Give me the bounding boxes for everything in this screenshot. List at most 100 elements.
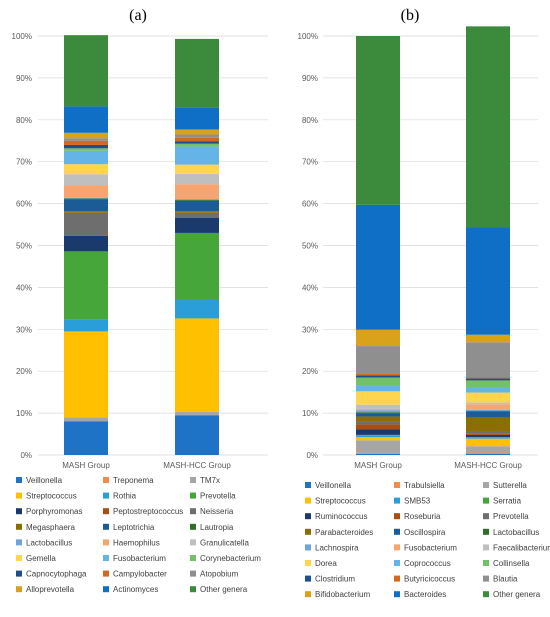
bar-segment [466, 438, 510, 447]
bar-segment [175, 129, 219, 135]
y-tick-label: 0% [306, 451, 318, 460]
y-tick-label: 30% [16, 325, 32, 334]
bar-segment [466, 411, 510, 412]
legend-label: TM7x [200, 476, 220, 485]
legend-label: Faecalibacterium [493, 543, 550, 552]
legend-swatch [394, 560, 400, 566]
bar-segment [356, 440, 400, 453]
bar-segment [64, 174, 108, 186]
bar-segment [64, 106, 108, 133]
legend-swatch [16, 508, 22, 515]
y-tick-label: 40% [16, 283, 32, 292]
bar-segment [175, 184, 219, 199]
bar-segment [64, 164, 108, 175]
legend-label: Ruminococcus [315, 512, 367, 521]
bar-segment [356, 346, 400, 374]
legend-label: Collinsella [493, 559, 530, 568]
legend-label: Porphyromonas [26, 507, 82, 516]
legend-label: Serratia [493, 497, 522, 506]
bar-segment [64, 198, 108, 200]
legend-swatch [16, 586, 22, 593]
panel-label-b: (b) [401, 7, 420, 24]
y-tick-label: 90% [16, 74, 32, 83]
bar-segment [64, 417, 108, 422]
bar-segment [466, 452, 510, 454]
legend-swatch [305, 513, 311, 520]
legend-label: Treponema [113, 476, 154, 485]
bar-segment [466, 446, 510, 453]
bar-segment [356, 410, 400, 413]
legend-a: Veillonella Treponema TM7x Streptococcus Rot… [16, 476, 261, 594]
bar-segment [356, 204, 400, 330]
legend-swatch [483, 497, 489, 504]
legend-swatch [305, 482, 311, 488]
bar-segment [356, 416, 400, 422]
legend-swatch [190, 477, 196, 483]
legend-swatch [483, 544, 489, 551]
bar-segment [175, 411, 219, 416]
y-tick-label: 0% [20, 451, 32, 460]
legend-label: Rothia [113, 492, 137, 501]
bar-segment [466, 377, 510, 379]
legend-label: Neisseria [200, 507, 234, 516]
bar-segment [64, 319, 108, 332]
legend-swatch [394, 482, 400, 488]
legend-b: Veillonella Trabulsiella Sutterella Strepto… [305, 481, 550, 599]
bar-segment [356, 375, 400, 378]
bar-segment [356, 385, 400, 392]
legend-label: SMB53 [404, 497, 431, 506]
legend-label: Oscillospira [404, 528, 446, 537]
bar-segment [64, 199, 108, 212]
legend-label: Granulicatella [200, 538, 249, 547]
bar-segment [356, 429, 400, 435]
legend-swatch [190, 508, 196, 515]
legend-label: Capnocytophaga [26, 570, 87, 579]
legend-label: Lautropia [200, 523, 234, 532]
legend-label: Campylobacter [113, 570, 167, 579]
legend-swatch [16, 555, 22, 561]
legend-label: Corynebacterium [200, 554, 261, 563]
y-tick-label: 30% [302, 325, 318, 334]
legend-label: Blautia [493, 575, 518, 584]
bar-segment [466, 402, 510, 405]
legend-label: Bacteroides [404, 590, 446, 599]
bar-segment [175, 211, 219, 213]
legend-label: Lactobacillus [493, 528, 539, 537]
bar-segment [466, 227, 510, 335]
bar-segment [175, 141, 219, 144]
legend-label: Haemophilus [113, 538, 160, 547]
bar-segment [175, 318, 219, 412]
bar-segment [466, 26, 510, 228]
legend-label: Peptostreptococcus [113, 507, 183, 516]
legend-swatch [483, 575, 489, 582]
bar-segment [64, 140, 108, 145]
bar-segment [356, 391, 400, 405]
x-category-label: MASH Group [62, 461, 110, 470]
legend-swatch [305, 528, 311, 535]
legend-swatch [483, 482, 489, 488]
bar-segment [466, 431, 510, 434]
bar-segment [466, 380, 510, 388]
bar-segment [175, 198, 219, 200]
legend-swatch [16, 570, 22, 577]
legend-swatch [305, 591, 311, 598]
legend-label: Leptotrichia [113, 523, 155, 532]
x-category-label: MASH Group [354, 461, 402, 470]
legend-swatch [190, 492, 196, 499]
legend-label: Lachnospira [315, 543, 359, 552]
y-tick-label: 50% [16, 242, 32, 251]
y-tick-label: 80% [16, 116, 32, 125]
panel-label-a: (a) [129, 7, 147, 24]
bar-segment [64, 235, 108, 252]
bar-segment [466, 411, 510, 418]
legend-swatch [305, 560, 311, 566]
y-tick-label: 10% [302, 409, 318, 418]
bar-segment [466, 392, 510, 403]
legend-label: Streptococcus [315, 497, 366, 506]
bar-segment [466, 436, 510, 438]
legend-swatch [394, 591, 400, 598]
bar-segment [64, 185, 108, 198]
y-tick-label: 20% [302, 367, 318, 376]
legend-label: Dorea [315, 559, 337, 568]
bar-segment [175, 146, 219, 165]
